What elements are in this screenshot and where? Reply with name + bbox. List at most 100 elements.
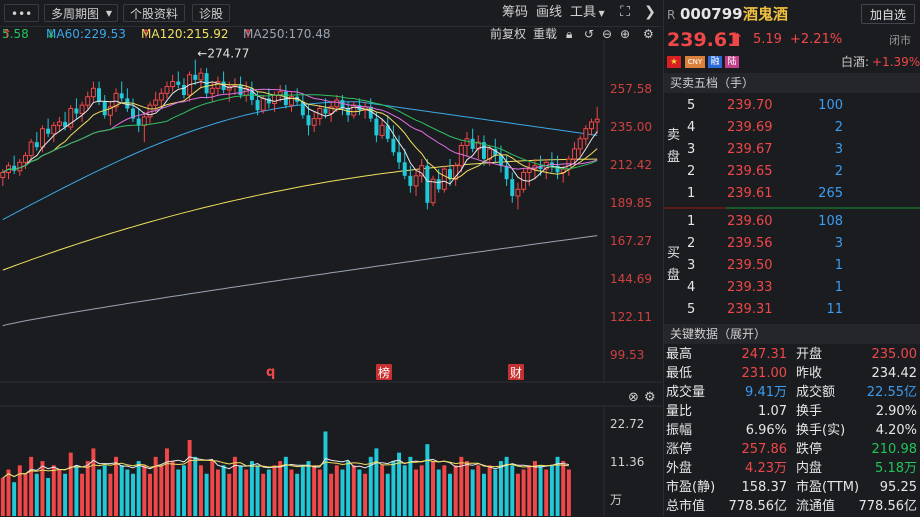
candle-body bbox=[397, 152, 402, 163]
lock-icon[interactable]: 🔒︎ bbox=[566, 27, 573, 41]
ask-row[interactable]: 5 239.70 100 bbox=[663, 96, 920, 116]
candle-body bbox=[39, 128, 45, 148]
candle-body bbox=[430, 178, 436, 204]
candle-body bbox=[193, 74, 198, 80]
volume-bar bbox=[46, 477, 51, 516]
candle-body bbox=[0, 171, 6, 178]
more-button[interactable]: ••• bbox=[4, 4, 40, 22]
keydata-row: 量比 1.07 换手 2.90% bbox=[663, 403, 920, 422]
ask-row[interactable]: 2 239.65 2 bbox=[663, 162, 920, 182]
up-arrow-icon: ⬆ bbox=[731, 30, 744, 48]
sector-pct: +1.39% bbox=[872, 55, 920, 69]
candle-body bbox=[538, 165, 543, 170]
bid-row[interactable]: 2 239.56 3 bbox=[663, 234, 920, 254]
keydata-value: 234.42 bbox=[871, 366, 918, 381]
bid-row[interactable]: 5 239.31 11 bbox=[663, 300, 920, 320]
kline-chart[interactable]: 257.58 235.00 212.42 189.85 167.27 144.69 122.… bbox=[0, 40, 662, 516]
volume-bar bbox=[40, 461, 45, 516]
ask-price: 239.65 bbox=[727, 164, 773, 179]
volume-bar bbox=[527, 465, 532, 516]
sector-label[interactable]: 白酒: bbox=[841, 55, 870, 69]
ask-level: 1 bbox=[687, 186, 696, 201]
volume-bar bbox=[29, 456, 34, 516]
candle-body bbox=[74, 108, 79, 114]
volume-tick-label: 万 bbox=[610, 493, 622, 507]
candle-body bbox=[56, 121, 62, 126]
draw-button[interactable]: 画线 bbox=[536, 5, 563, 20]
chart-toolbar: ••• 多周期图 ▼ 个股资料 诊股 筹码 画线 工具 ▼ ⛶ ❯ bbox=[0, 0, 662, 27]
keydata-label: 换手(实) bbox=[796, 423, 846, 438]
volume-bar bbox=[419, 465, 424, 516]
volume-bar bbox=[6, 469, 11, 516]
candle-body bbox=[577, 138, 583, 150]
volume-bars bbox=[0, 431, 571, 516]
stock-info-button[interactable]: 个股资料 bbox=[123, 4, 186, 22]
volume-bar bbox=[431, 461, 435, 516]
undo-icon[interactable]: ↺ bbox=[584, 27, 595, 41]
ask-volume: 3 bbox=[834, 142, 843, 157]
tools-dropdown[interactable]: 工具 ▼ bbox=[570, 5, 605, 22]
keydata-label: 市盈(TTM) bbox=[796, 480, 860, 495]
volume-bar bbox=[317, 469, 322, 516]
keydata-header[interactable]: 关键数据（展开） bbox=[664, 324, 920, 344]
orderbook-header[interactable]: 买卖五档（手） bbox=[664, 73, 920, 93]
volume-bar bbox=[227, 473, 232, 516]
candle-body bbox=[90, 87, 96, 98]
collapse-icon[interactable]: ❯ bbox=[644, 4, 656, 20]
volume-tick-label: 22.72 bbox=[610, 417, 644, 431]
bid-row[interactable]: 3 239.50 1 bbox=[663, 256, 920, 276]
ask-row[interactable]: 3 239.67 3 bbox=[663, 140, 920, 160]
volume-bar bbox=[80, 473, 85, 516]
candle-body bbox=[323, 108, 328, 114]
keydata-row: 最高 247.31 开盘 235.00 bbox=[663, 346, 920, 365]
volume-bar bbox=[193, 456, 198, 516]
redraw-button[interactable]: 重载 bbox=[533, 27, 558, 41]
volume-bar bbox=[340, 469, 345, 516]
ask-volume: 100 bbox=[818, 98, 843, 113]
candle-body bbox=[402, 162, 407, 176]
volume-bar bbox=[97, 469, 102, 516]
candle-body bbox=[97, 88, 102, 102]
settings-gear-icon[interactable]: ⚙ bbox=[643, 27, 654, 41]
volume-bar bbox=[425, 444, 430, 516]
period-dropdown[interactable]: 多周期图 ▼ bbox=[44, 4, 118, 22]
volume-bar bbox=[255, 465, 260, 516]
keydata-value: 5.18万 bbox=[875, 461, 917, 476]
adjust-button[interactable]: 前复权 bbox=[490, 27, 527, 41]
volume-bar bbox=[436, 469, 441, 516]
candle-body bbox=[153, 99, 159, 106]
fullscreen-icon[interactable]: ⛶ bbox=[620, 4, 630, 20]
keydata-label: 成交额 bbox=[796, 385, 836, 400]
add-watchlist-button[interactable]: 加自选 bbox=[861, 4, 915, 24]
candle-body bbox=[170, 81, 176, 88]
candle-body bbox=[391, 138, 396, 153]
price-tick-label: 99.53 bbox=[610, 348, 644, 362]
bid-row[interactable]: 1 239.60 108 bbox=[663, 212, 920, 232]
tag-cny: CNY bbox=[685, 56, 705, 68]
ask-row[interactable]: 1 239.61 265 bbox=[663, 184, 920, 204]
keydata-label: 最低 bbox=[666, 366, 693, 381]
ask-row[interactable]: 4 239.69 2 bbox=[663, 118, 920, 138]
keydata-value: 778.56亿 bbox=[728, 499, 788, 514]
tag-connect: 陆 bbox=[725, 56, 739, 68]
keydata-label: 涨停 bbox=[666, 442, 693, 457]
bid-level: 1 bbox=[687, 214, 696, 229]
diagnose-button[interactable]: 诊股 bbox=[192, 4, 231, 22]
zoom-out-icon[interactable]: ⊖ bbox=[602, 27, 613, 41]
candle-body bbox=[458, 145, 464, 167]
zoom-in-icon[interactable]: ⊕ bbox=[620, 27, 631, 41]
volume-bar bbox=[221, 465, 226, 516]
bid-price: 239.60 bbox=[727, 214, 773, 229]
price-change: 5.19 bbox=[753, 32, 782, 47]
candle-body bbox=[198, 72, 204, 81]
volume-bar bbox=[465, 461, 469, 516]
keydata-label: 昨收 bbox=[796, 366, 823, 381]
candle-body bbox=[589, 121, 594, 130]
candle-body bbox=[131, 108, 135, 119]
volume-bar bbox=[566, 469, 571, 516]
bid-row[interactable]: 4 239.33 1 bbox=[663, 278, 920, 298]
keydata-row: 振幅 6.96% 换手(实) 4.20% bbox=[663, 422, 920, 441]
chip-button[interactable]: 筹码 bbox=[502, 5, 529, 20]
ask-volume: 2 bbox=[834, 120, 843, 135]
volume-bar bbox=[391, 461, 396, 516]
